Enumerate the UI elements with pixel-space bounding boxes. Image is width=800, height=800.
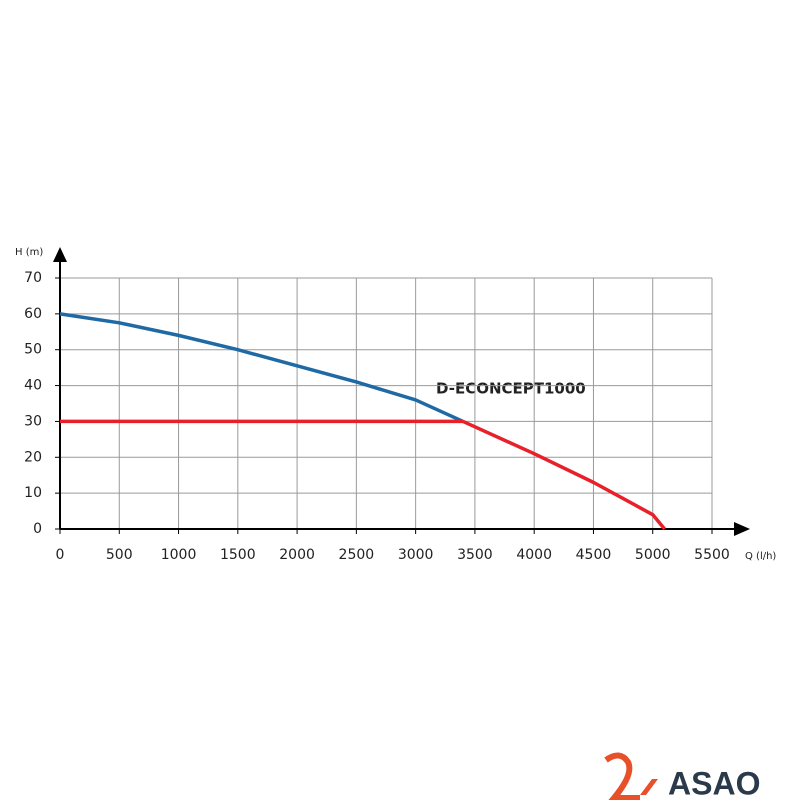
x-tick-label: 2000 bbox=[279, 547, 315, 563]
logo-icon bbox=[604, 752, 640, 800]
y-tick-label: 30 bbox=[24, 413, 42, 429]
x-tick-label: 5500 bbox=[694, 547, 730, 563]
brand-name: ASAO bbox=[668, 765, 760, 800]
logo: ASAO bbox=[604, 752, 760, 800]
x-tick-label: 5000 bbox=[635, 547, 671, 563]
series-line bbox=[462, 419, 666, 531]
y-tick-label: 50 bbox=[24, 342, 42, 358]
series-line bbox=[59, 312, 464, 424]
x-tick-label: 500 bbox=[106, 547, 133, 563]
x-axis-label: Q (l/h) bbox=[745, 551, 776, 562]
x-tick-label: 3500 bbox=[457, 547, 493, 563]
x-tick-label: 1000 bbox=[161, 547, 197, 563]
y-tick-label: 70 bbox=[24, 270, 42, 286]
y-tick-label: 0 bbox=[33, 521, 42, 537]
x-tick-label: 4000 bbox=[516, 547, 552, 563]
y-axis-label: H (m) bbox=[15, 247, 43, 258]
y-tick-label: 60 bbox=[24, 306, 42, 322]
x-tick-label: 2500 bbox=[339, 547, 375, 563]
y-tick-label: 40 bbox=[24, 378, 42, 394]
x-tick-label: 1500 bbox=[220, 547, 256, 563]
x-tick-label: 3000 bbox=[398, 547, 434, 563]
y-axis-arrow bbox=[53, 247, 67, 262]
logo-icon bbox=[640, 779, 658, 795]
annotation: D-ECONCEPT1000 bbox=[436, 380, 586, 398]
y-tick-label: 20 bbox=[24, 449, 42, 465]
x-axis-arrow bbox=[734, 522, 750, 536]
y-tick-label: 10 bbox=[24, 485, 42, 501]
x-tick-label: 0 bbox=[56, 547, 65, 563]
x-tick-label: 4500 bbox=[576, 547, 612, 563]
